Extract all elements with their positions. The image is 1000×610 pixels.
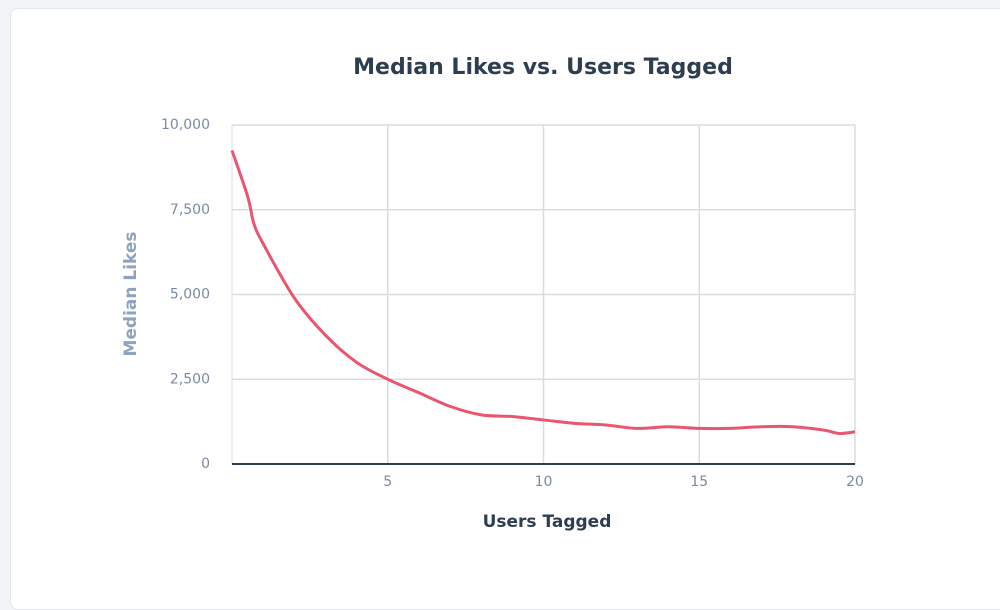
x-tick-label: 5 [383,474,392,490]
chart: Median Likes vs. Users Tagged Users Tagg… [121,55,864,532]
card [10,8,1000,610]
y-tick-label: 2,500 [170,371,210,387]
y-tick-label: 10,000 [161,117,210,133]
x-axis-label: Users Tagged [483,512,612,532]
chart-title: Median Likes vs. Users Tagged [353,55,733,80]
y-axis-label: Median Likes [121,231,141,356]
x-tick-label: 15 [690,474,708,490]
page: Median Likes vs. Users Tagged Users Tagg… [10,8,1000,610]
x-tick-label: 20 [846,474,864,490]
line-series [230,149,856,436]
y-tick-label: 7,500 [170,202,210,218]
x-tick-label: 10 [535,474,553,490]
y-tick-label: 5,000 [170,287,210,303]
y-tick-label: 0 [201,456,210,472]
